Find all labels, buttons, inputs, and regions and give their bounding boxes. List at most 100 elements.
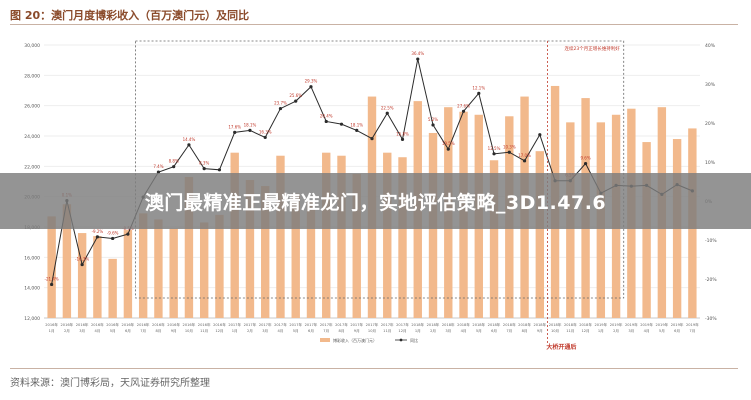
source-divider (10, 368, 738, 369)
yoy-point (95, 235, 99, 239)
yoy-data-label: 17.6% (228, 124, 241, 129)
yoy-data-label: -21.4% (45, 276, 59, 281)
source-note: 资料来源：澳门博彩局，天风证券研究所整理 (10, 378, 210, 389)
y2-tick-label: -30% (705, 316, 717, 322)
x-tick-month: 7月 (140, 328, 146, 333)
x-tick-year: 2017年 (381, 322, 394, 327)
x-tick-year: 2018年 (503, 322, 516, 327)
x-tick-year: 2018年 (488, 322, 501, 327)
yoy-point (446, 147, 450, 151)
yoy-data-label: 20.4% (320, 113, 333, 118)
yoy-data-label: 36.4% (411, 51, 424, 56)
x-tick-year: 2017年 (305, 322, 318, 327)
yoy-point (461, 109, 466, 113)
x-tick-month: 7月 (689, 328, 695, 333)
yoy-data-label: 22.5% (381, 105, 394, 110)
x-tick-year: 2019年 (671, 322, 684, 327)
x-tick-month: 6月 (308, 328, 314, 333)
x-tick-month: 2月 (613, 328, 619, 333)
x-tick-month: 11月 (566, 328, 574, 333)
x-tick-month: 9月 (354, 328, 360, 333)
yoy-point (50, 282, 54, 287)
y2-tick-label: 10% (705, 160, 716, 166)
yoy-point (385, 111, 389, 115)
x-tick-year: 2018年 (411, 322, 424, 327)
x-tick-month: 11月 (383, 328, 391, 333)
yoy-point (431, 123, 435, 127)
x-tick-month: 6月 (674, 328, 680, 333)
x-tick-month: 10月 (185, 328, 193, 333)
x-tick-month: 6月 (491, 328, 497, 333)
yoy-point (309, 85, 313, 89)
y-tick-label: 16,000 (24, 255, 40, 261)
bar (535, 151, 545, 318)
bar (123, 230, 133, 318)
yoy-data-label: 9.6% (580, 156, 590, 161)
x-tick-month: 8月 (522, 328, 528, 333)
x-tick-month: 1月 (232, 328, 238, 333)
x-tick-year: 2018年 (472, 322, 485, 327)
x-tick-month: 2月 (430, 328, 436, 333)
bar (184, 176, 194, 318)
bar (398, 157, 407, 318)
x-tick-month: 9月 (171, 328, 177, 333)
x-tick-year: 2019年 (640, 322, 653, 327)
bar (322, 152, 331, 318)
yoy-point (477, 91, 481, 95)
x-tick-month: 9月 (537, 328, 543, 333)
yoy-data-label: 7.4% (153, 164, 163, 169)
bridge-opening-label: 大桥开通后 (546, 343, 576, 351)
yoy-data-label: 8.8% (169, 159, 179, 164)
growth-streak-note: 连续23个月正增长维持利好 (564, 45, 620, 52)
x-tick-month: 3月 (628, 328, 634, 333)
bar (77, 233, 87, 318)
y-tick-label: 26,000 (24, 104, 40, 110)
y2-tick-label: 20% (705, 121, 716, 127)
x-tick-year: 2016年 (106, 322, 119, 327)
x-tick-month: 1月 (415, 328, 421, 333)
yoy-data-label: 8.3% (199, 161, 209, 166)
x-tick-year: 2016年 (198, 322, 211, 327)
x-tick-month: 12月 (398, 328, 406, 333)
bar (306, 201, 316, 318)
yoy-point (294, 99, 298, 103)
x-tick-year: 2016年 (45, 322, 58, 327)
title-divider (10, 24, 738, 25)
y-tick-label: 28,000 (24, 73, 40, 79)
legend-bar-swatch (320, 338, 330, 342)
bar (47, 216, 56, 318)
x-tick-month: 2月 (64, 328, 70, 333)
x-tick-year: 2019年 (625, 322, 638, 327)
yoy-point (370, 137, 374, 141)
x-tick-year: 2017年 (259, 322, 272, 327)
bar (276, 155, 285, 318)
x-tick-year: 2016年 (61, 322, 74, 327)
y2-tick-label: 40% (705, 43, 716, 49)
x-tick-month: 5月 (659, 328, 665, 333)
x-tick-year: 2017年 (350, 322, 363, 327)
x-tick-month: 3月 (262, 328, 268, 333)
yoy-data-label: 5.2% (428, 117, 438, 122)
x-tick-month: 5月 (293, 328, 299, 333)
yoy-point (202, 167, 206, 171)
bar (352, 173, 361, 318)
x-tick-month: 8月 (339, 328, 345, 333)
x-tick-month: 8月 (155, 328, 161, 333)
x-tick-year: 2018年 (564, 322, 577, 327)
bar (383, 152, 392, 318)
y-tick-label: 14,000 (24, 286, 40, 292)
x-tick-month: 1月 (598, 328, 604, 333)
x-tick-year: 2016年 (183, 322, 196, 327)
x-tick-month: 4月 (278, 328, 284, 333)
bar (93, 236, 102, 318)
x-tick-month: 1月 (49, 328, 55, 333)
x-tick-year: 2017年 (335, 322, 348, 327)
bar (138, 213, 148, 318)
x-tick-month: 4月 (461, 328, 467, 333)
x-tick-month: 10月 (551, 328, 559, 333)
y-tick-label: 24,000 (24, 134, 40, 140)
bar (62, 204, 72, 318)
x-tick-month: 10月 (368, 328, 376, 333)
overlay-banner: 澳门最精准正最精准龙门，实地评估策略_3D1.47.6 (0, 173, 751, 229)
yoy-point (172, 165, 176, 169)
